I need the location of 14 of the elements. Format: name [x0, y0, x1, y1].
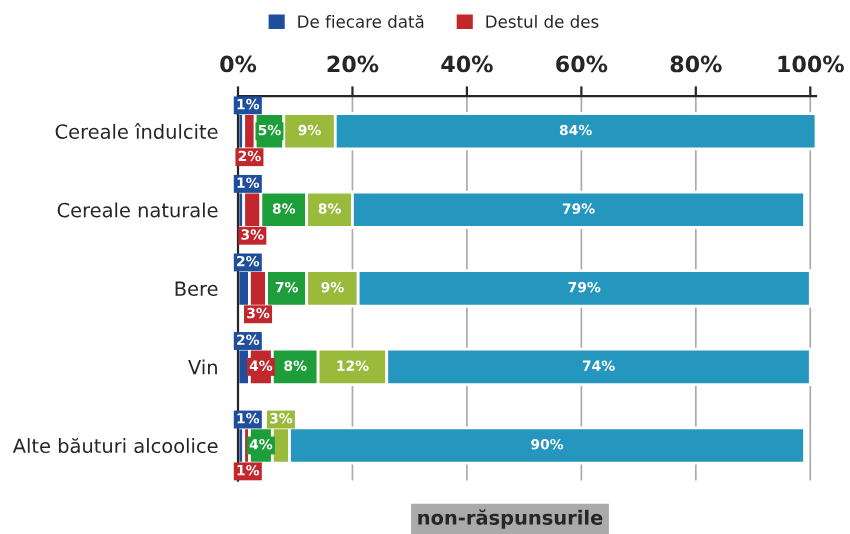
text: non-răspunsurile [418, 509, 603, 529]
x-tick-label: 60% [556, 55, 608, 73]
y-tick-label: Cereale naturale [57, 202, 218, 218]
y-tick-label: Cereale îndulcite [55, 123, 218, 139]
x-tick-label: 40% [441, 55, 493, 73]
x-tick-label: 0% [220, 55, 257, 73]
legend-label: Destul de des [486, 15, 599, 28]
y-tick-label: Alte băuturi alcoolice [12, 437, 218, 454]
x-tick-label: 80% [670, 55, 722, 73]
x-tick-label: 100% [778, 55, 844, 73]
x-tick-label: 20% [327, 55, 379, 73]
y-tick-label: Bere [175, 281, 218, 297]
legend-label: De fiecare dată [298, 14, 424, 28]
y-tick-label: Vin [188, 359, 217, 375]
